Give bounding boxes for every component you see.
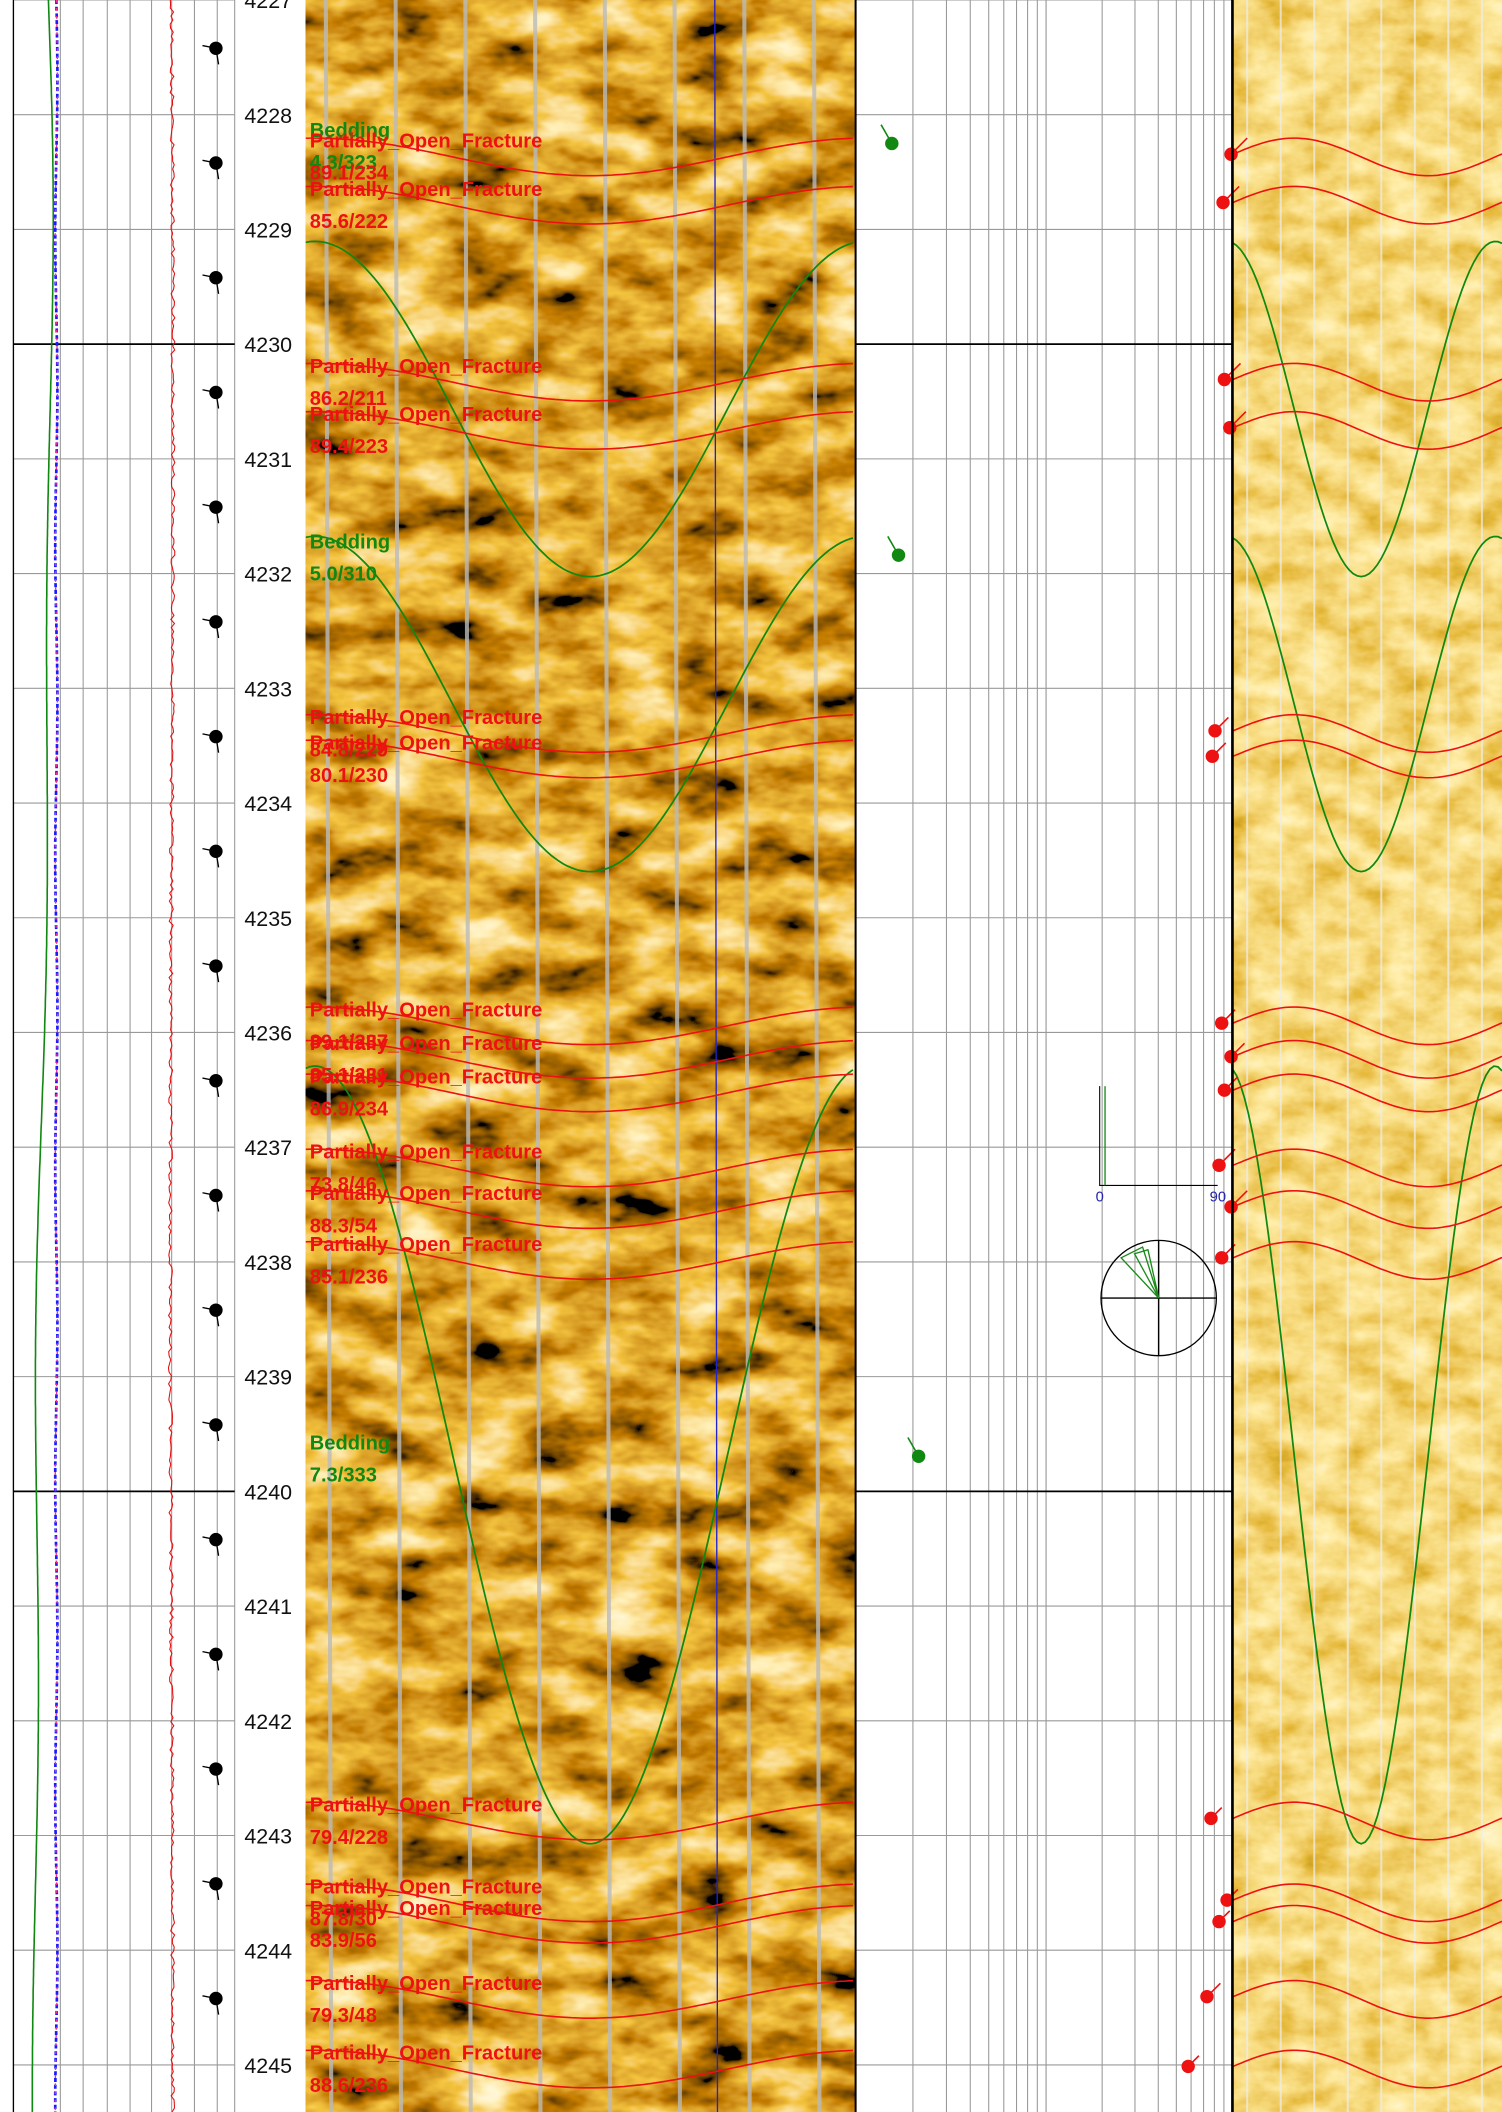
depth-label: 4234 (244, 792, 292, 816)
pick-type: Partially_Open_Fracture (310, 1033, 542, 1055)
pick-orientation: 83.9/56 (310, 1930, 377, 1952)
pick-type: Partially_Open_Fracture (310, 131, 542, 153)
pick-orientation: 7.3/333 (310, 1465, 377, 1487)
tadpole (1224, 148, 1237, 161)
tadpole (1204, 1812, 1217, 1825)
pick-orientation: 88.6/236 (310, 2075, 388, 2097)
pick-orientation: 79.4/228 (310, 1827, 388, 1849)
depth-label: 4233 (244, 677, 292, 701)
depth-label: 4244 (244, 1939, 292, 1963)
tadpole (1215, 1251, 1228, 1264)
tadpole (1200, 1990, 1213, 2003)
depth-label: 4227 (244, 0, 292, 13)
depth-label: 4238 (244, 1251, 292, 1275)
pick-orientation: 5.0/310 (310, 564, 377, 586)
pick-type: Partially_Open_Fracture (310, 1898, 542, 1920)
tadpole (1223, 421, 1236, 434)
pick-type: Partially_Open_Fracture (310, 356, 542, 378)
pick-type: Partially_Open_Fracture (310, 404, 542, 426)
depth-label: 4237 (244, 1136, 292, 1160)
depth-label: 4242 (244, 1710, 292, 1734)
depth-label: 4230 (244, 333, 292, 357)
depth-label: 4228 (244, 104, 292, 128)
tadpole (1224, 1050, 1237, 1063)
depth-label: 4240 (244, 1480, 292, 1504)
pick-orientation: 89.4/223 (310, 436, 388, 458)
histogram-max: 90 (1210, 1189, 1226, 1205)
depth-label: 4235 (244, 907, 292, 931)
tadpole (1212, 1915, 1225, 1928)
pick-type: Bedding (310, 531, 390, 553)
pick-type: Partially_Open_Fracture (310, 1876, 542, 1898)
pick-orientation: 80.1/230 (310, 765, 388, 787)
depth-label: 4231 (244, 448, 292, 472)
tadpole (1218, 1083, 1231, 1096)
pick-orientation: 86.9/234 (310, 1099, 389, 1121)
depth-label: 4239 (244, 1366, 292, 1390)
depth-label: 4245 (244, 2054, 292, 2078)
pick-type: Bedding (310, 1433, 390, 1455)
tadpole (1206, 750, 1219, 763)
tadpole (892, 548, 905, 561)
depth-label: 4241 (244, 1595, 292, 1619)
pick-orientation: 85.6/222 (310, 211, 388, 233)
histogram-min: 0 (1096, 1189, 1104, 1205)
pick-type: Partially_Open_Fracture (310, 1066, 542, 1088)
tadpole (1215, 1016, 1228, 1029)
tadpole (1224, 1200, 1237, 1213)
pick-type: Partially_Open_Fracture (310, 733, 542, 755)
pick-type: Partially_Open_Fracture (310, 707, 542, 729)
tadpole (912, 1450, 925, 1463)
pick-type: Partially_Open_Fracture (310, 2043, 542, 2065)
depth-label: 4236 (244, 1022, 292, 1046)
tadpole (1208, 724, 1221, 737)
tadpole (1216, 196, 1229, 209)
tadpole (885, 137, 898, 150)
pick-type: Partially_Open_Fracture (310, 1795, 542, 1817)
pick-type: Partially_Open_Fracture (310, 999, 542, 1021)
tadpole (1181, 2060, 1194, 2073)
pick-type: Partially_Open_Fracture (310, 1183, 542, 1205)
depth-label: 4232 (244, 563, 292, 587)
pick-orientation: 85.1/236 (310, 1266, 388, 1288)
pick-type: Partially_Open_Fracture (310, 1142, 542, 1164)
tadpole (1218, 373, 1231, 386)
depth-label: 4229 (244, 218, 292, 242)
pick-type: Partially_Open_Fracture (310, 1973, 542, 1995)
image-track-static (1232, 0, 1502, 2112)
pick-type: Partially_Open_Fracture (310, 1234, 542, 1256)
pick-type: Partially_Open_Fracture (310, 179, 542, 201)
tadpole (1212, 1159, 1225, 1172)
depth-label: 4243 (244, 1825, 292, 1849)
pick-orientation: 79.3/48 (310, 2005, 377, 2027)
